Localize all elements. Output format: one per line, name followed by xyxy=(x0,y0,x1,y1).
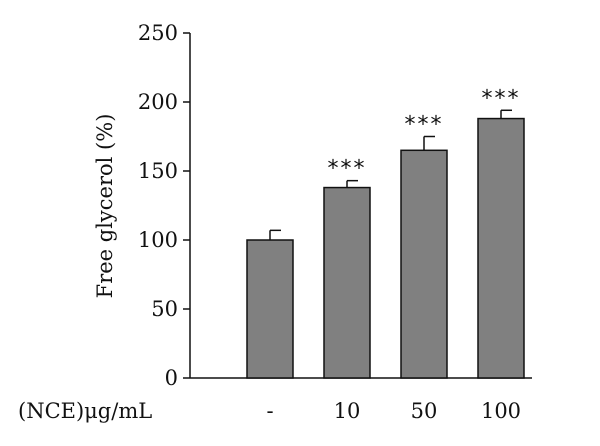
x-tick-label: 10 xyxy=(334,399,361,423)
bar xyxy=(246,239,294,379)
y-tick-label: 0 xyxy=(165,366,178,390)
x-tick-label: 100 xyxy=(481,399,521,423)
y-tick-label: 250 xyxy=(138,21,178,45)
significance-label: *** xyxy=(405,113,444,138)
x-tick-label: - xyxy=(266,399,273,423)
y-ticks: 0 50 100 150 200 250 xyxy=(138,21,190,390)
y-axis-label: Free glycerol (%) xyxy=(93,114,117,299)
significance-labels: *** *** *** xyxy=(328,86,521,182)
y-tick-label: 50 xyxy=(151,297,178,321)
x-axis-label: (NCE)μg/mL xyxy=(18,399,152,423)
y-tick-label: 200 xyxy=(138,90,178,114)
bar xyxy=(400,149,448,379)
y-tick-label: 100 xyxy=(138,228,178,252)
x-ticks: - 10 50 100 xyxy=(266,399,521,423)
significance-label: *** xyxy=(328,157,367,182)
bars xyxy=(246,109,525,379)
bar xyxy=(323,186,371,379)
bar xyxy=(477,117,525,379)
y-tick-label: 150 xyxy=(138,159,178,183)
x-tick-label: 50 xyxy=(411,399,438,423)
significance-label: *** xyxy=(482,86,521,111)
